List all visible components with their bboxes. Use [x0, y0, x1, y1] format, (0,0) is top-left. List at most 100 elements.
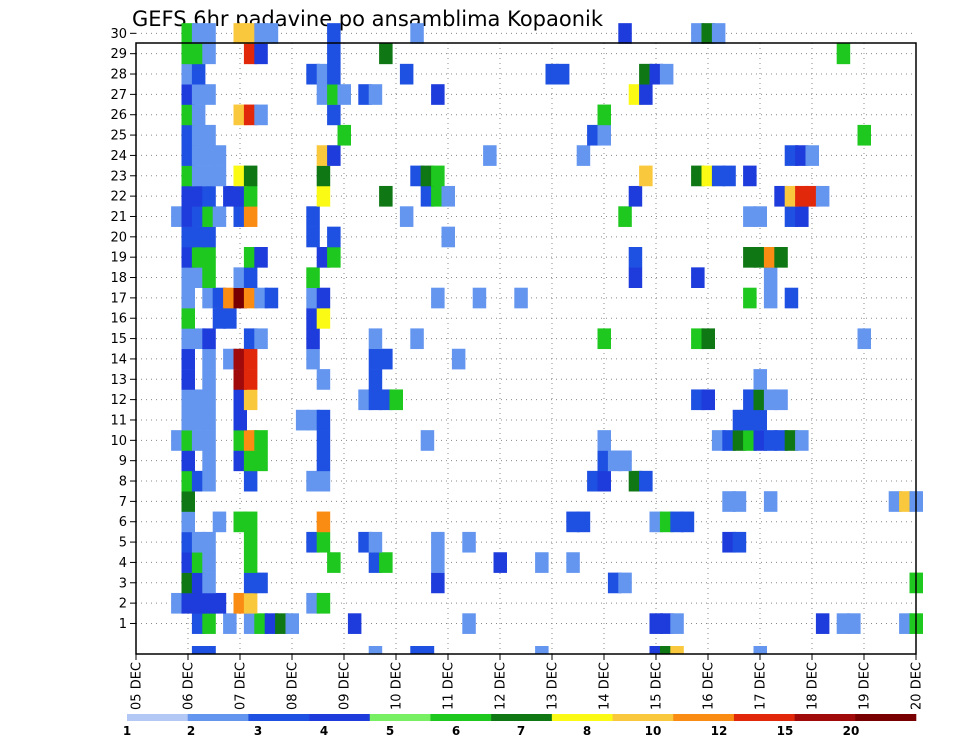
data-cell — [233, 389, 247, 411]
x-tick-label: 17 DEC — [754, 662, 769, 710]
data-cell — [753, 247, 767, 268]
data-cell — [566, 511, 580, 533]
data-cell — [181, 226, 195, 248]
data-cell — [202, 552, 216, 573]
data-cell — [316, 63, 331, 85]
legend-swatch — [673, 714, 735, 721]
data-cell — [732, 531, 747, 553]
data-cell — [368, 84, 383, 105]
data-cell — [711, 430, 726, 451]
data-cell — [649, 646, 663, 655]
data-cell — [243, 23, 258, 44]
data-cell — [763, 430, 778, 451]
data-cell — [202, 185, 216, 207]
data-cell — [191, 531, 206, 553]
data-cell — [233, 267, 247, 288]
data-cell — [254, 23, 268, 44]
data-cell — [202, 409, 216, 431]
data-cell — [243, 185, 258, 207]
data-cell — [899, 613, 913, 634]
data-cell — [191, 267, 206, 288]
data-cell — [358, 389, 372, 411]
data-cell — [680, 511, 695, 533]
data-cell — [171, 430, 185, 451]
data-cell — [233, 369, 247, 390]
y-tick-label: 11 — [110, 413, 127, 428]
data-cell — [212, 165, 227, 187]
data-cell — [181, 369, 195, 390]
data-cell — [191, 226, 206, 248]
data-cell — [368, 389, 383, 411]
data-cell — [618, 206, 632, 227]
data-cell — [763, 389, 778, 411]
data-cell — [597, 450, 611, 472]
data-cell — [327, 247, 341, 268]
data-cell — [181, 145, 195, 166]
x-tick-label: 14 DEC — [598, 662, 613, 710]
data-cell — [722, 531, 736, 553]
data-cell — [202, 206, 216, 227]
data-cell — [212, 308, 227, 329]
data-cell — [202, 267, 216, 288]
data-cell — [233, 409, 247, 431]
legend-swatch — [369, 714, 431, 721]
data-cell — [181, 552, 195, 573]
x-tick-label: 15 DEC — [650, 662, 665, 710]
data-cell — [191, 23, 206, 44]
data-cell — [181, 348, 195, 370]
data-cell — [628, 185, 643, 207]
data-cell — [805, 185, 819, 207]
data-cell — [233, 450, 247, 472]
data-cell — [191, 84, 206, 105]
data-cell — [171, 592, 185, 614]
data-cell — [743, 247, 757, 268]
data-cell — [753, 389, 767, 411]
data-cell — [399, 206, 414, 227]
data-cell — [659, 646, 674, 655]
data-cell — [649, 511, 663, 533]
data-cell — [181, 165, 195, 187]
legend-swatch — [794, 714, 856, 721]
legend-label: 5 — [386, 724, 394, 738]
data-cell — [379, 389, 393, 411]
y-tick-label: 26 — [110, 108, 127, 123]
data-cell — [254, 247, 268, 268]
data-cell — [233, 165, 247, 187]
data-cell — [275, 613, 289, 634]
legend-swatch — [551, 714, 613, 721]
x-tick-label: 19 DEC — [858, 662, 873, 710]
data-cell — [836, 613, 851, 634]
data-cell — [191, 185, 206, 207]
data-cell — [597, 104, 611, 126]
data-cell — [181, 531, 195, 553]
data-cell — [243, 247, 258, 268]
data-cell — [191, 206, 206, 227]
data-cell — [254, 43, 268, 65]
data-cell — [711, 23, 726, 44]
legend-label: 20 — [843, 724, 860, 738]
data-cell — [670, 646, 684, 655]
data-cell — [202, 646, 216, 655]
data-cell — [659, 511, 674, 533]
data-cell — [212, 511, 227, 533]
data-cell — [306, 226, 320, 248]
data-cell — [535, 646, 549, 655]
data-cell — [191, 409, 206, 431]
data-cell — [618, 450, 632, 472]
data-cell — [254, 430, 268, 451]
data-cell — [191, 247, 206, 268]
data-cell — [202, 389, 216, 411]
x-tick-label: 08 DEC — [286, 662, 301, 710]
data-cell — [316, 84, 331, 105]
data-cell — [202, 247, 216, 268]
data-cell — [181, 308, 195, 329]
data-cell — [410, 165, 424, 187]
data-cell — [243, 613, 258, 634]
data-cell — [691, 165, 705, 187]
data-cell — [493, 552, 507, 573]
data-cell — [233, 23, 247, 44]
x-tick-label: 10 DEC — [390, 662, 405, 710]
data-cell — [753, 369, 767, 390]
x-tick-label: 16 DEC — [702, 662, 717, 710]
